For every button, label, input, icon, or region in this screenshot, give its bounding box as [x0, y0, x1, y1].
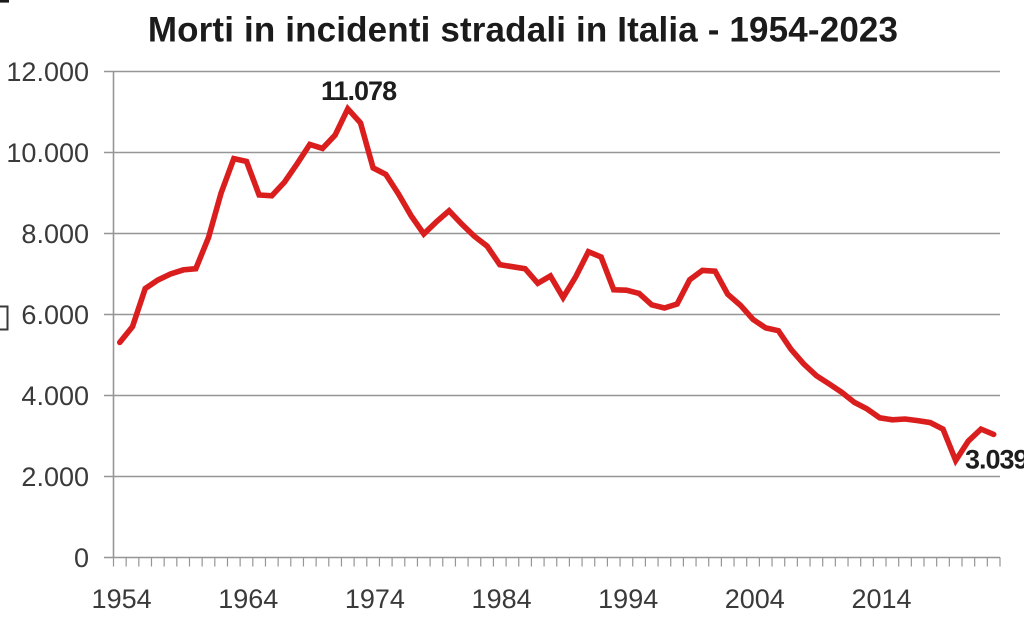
- svg-text:10.000: 10.000: [6, 138, 89, 168]
- svg-text:11.078: 11.078: [321, 76, 397, 106]
- svg-text:8.000: 8.000: [21, 219, 89, 249]
- svg-text:2.000: 2.000: [21, 462, 89, 492]
- svg-text:1994: 1994: [598, 584, 658, 614]
- svg-text:1984: 1984: [472, 584, 532, 614]
- svg-text:2014: 2014: [851, 584, 911, 614]
- svg-text:1974: 1974: [345, 584, 405, 614]
- svg-text:6.000: 6.000: [21, 300, 89, 330]
- svg-text:4.000: 4.000: [21, 381, 89, 411]
- svg-text:2004: 2004: [725, 584, 785, 614]
- svg-text:Morti in incidenti stradali in: Morti in incidenti stradali in Italia - …: [148, 11, 898, 50]
- svg-text:1964: 1964: [218, 584, 278, 614]
- svg-text:1954: 1954: [92, 584, 152, 614]
- svg-text:3.039: 3.039: [965, 445, 1024, 475]
- svg-text:12.000: 12.000: [6, 57, 89, 87]
- svg-text:0: 0: [74, 543, 89, 573]
